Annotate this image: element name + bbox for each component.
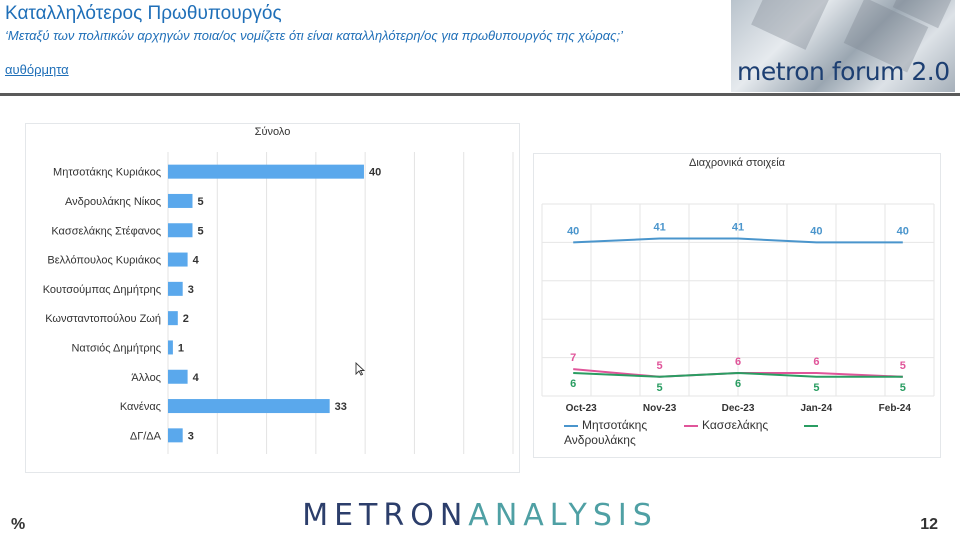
legend-label: Κασσελάκης	[702, 418, 769, 432]
bar-category-label: Άλλος	[131, 372, 161, 384]
line-x-tick-label: Feb-24	[879, 403, 912, 414]
line-x-tick-label: Jan-24	[801, 403, 833, 414]
page-number: 12	[920, 516, 938, 533]
legend-swatch	[804, 424, 818, 427]
unit-label: %	[11, 516, 26, 533]
legend-swatch	[684, 424, 698, 427]
bar-chart-title: Σύνολο	[254, 126, 291, 138]
bar	[168, 340, 173, 355]
logo-metron: METRON	[302, 498, 469, 533]
bar	[168, 428, 183, 443]
metron-analysis-logo: METRONANALYSIS	[0, 498, 960, 533]
legend-item-mitsotakis: Μητσοτάκης	[564, 418, 647, 432]
legend-item-androulakis: Ανδρουλάκης	[564, 433, 636, 447]
line-data-label: 41	[653, 222, 665, 234]
bar	[168, 223, 193, 238]
line-data-label: 5	[900, 360, 906, 372]
bar-value-label: 2	[183, 313, 189, 325]
total-bar-chart-panel: Σύνολο Μητσοτάκης Κυριάκος 40 Ανδρουλάκης …	[25, 123, 520, 473]
timeseries-line-chart-panel: Διαχρονικά στοιχεία Oct-23 Nov-23 Dec-23 Ja…	[533, 153, 941, 458]
bar	[168, 369, 188, 384]
bar-category-label: Βελλόπουλος Κυριάκος	[47, 255, 161, 267]
bar-value-label: 4	[193, 372, 200, 384]
line-data-label: 6	[735, 356, 741, 368]
line-data-label: 6	[735, 378, 741, 390]
bar-category-label: Κωνσταντοπούλου Ζωή	[45, 313, 161, 325]
response-mode-link[interactable]: αυθόρμητα	[5, 62, 69, 77]
bar	[168, 252, 188, 267]
bar-value-label: 5	[197, 225, 203, 237]
line-data-label: 5	[813, 382, 819, 394]
line-data-label: 5	[657, 360, 663, 372]
bar-value-label: 40	[369, 167, 381, 179]
line-data-label: 40	[810, 225, 822, 237]
line-chart-title: Διαχρονικά στοιχεία	[688, 157, 786, 169]
bar	[168, 311, 178, 326]
bar-category-label: Μητσοτάκης Κυριάκος	[53, 167, 161, 179]
logo-analysis: ANALYSIS	[468, 498, 658, 533]
bar-category-label: Κανένας	[120, 401, 161, 413]
line-data-label: 5	[657, 382, 663, 394]
header-divider	[0, 93, 960, 96]
survey-question: ‘Μεταξύ των πολιτικών αρχηγών ποια/ος νο…	[5, 28, 623, 43]
line-data-label: 41	[732, 222, 744, 234]
bar-category-label: Κασσελάκης Στέφανος	[51, 225, 161, 237]
bar	[168, 281, 183, 296]
bar	[168, 193, 193, 208]
bar	[168, 399, 330, 414]
line-data-label: 40	[897, 225, 909, 237]
slide-header: Καταλληλότερος Πρωθυπουργός ‘Μεταξύ των …	[0, 0, 960, 96]
legend-item-kasselakis: Κασσελάκης	[684, 418, 768, 432]
legend-label: Ανδρουλάκης	[564, 433, 636, 447]
bar-category-label: ΔΓ/ΔΑ	[130, 430, 162, 442]
line-x-tick-label: Dec-23	[722, 403, 755, 414]
line-series-0	[573, 237, 903, 244]
line-data-label: 6	[570, 378, 576, 390]
mouse-cursor-icon	[355, 362, 365, 376]
legend-label: Μητσοτάκης	[582, 418, 648, 432]
line-data-label: 5	[900, 382, 906, 394]
line-chart-svg: Oct-23 Nov-23 Dec-23 Jan-24 Feb-24 40 41 41 40 40…	[541, 203, 935, 414]
line-x-tick-label: Nov-23	[643, 403, 677, 414]
bar-value-label: 5	[197, 196, 203, 208]
bar-value-label: 33	[335, 401, 347, 413]
line-series-2	[573, 371, 903, 378]
bar-value-label: 3	[188, 430, 194, 442]
slide-title: Καταλληλότερος Πρωθυπουργός	[5, 3, 282, 24]
bar-category-label: Ανδρουλάκης Νίκος	[65, 196, 161, 208]
forum-logo-image: metron forum 2.0	[731, 0, 955, 92]
legend-item-androulakis-swatch	[804, 418, 822, 432]
bar-category-label: Κουτσούμπας Δημήτρης	[43, 284, 161, 296]
bar-value-label: 1	[178, 342, 184, 354]
line-x-tick-label: Oct-23	[566, 403, 598, 414]
bar-category-label: Νατσιός Δημήτρης	[71, 342, 161, 354]
line-data-label: 7	[570, 352, 576, 364]
bar-chart-svg: Μητσοτάκης Κυριάκος 40 Ανδρουλάκης Νίκος 5 Κ…	[43, 152, 514, 454]
line-data-label: 40	[567, 225, 579, 237]
line-data-label: 6	[813, 356, 819, 368]
forum-logo-text: metron forum 2.0	[737, 57, 950, 86]
bar-value-label: 4	[193, 255, 200, 267]
bar-value-label: 3	[188, 284, 194, 296]
bar	[168, 164, 364, 179]
legend-swatch	[564, 424, 578, 427]
